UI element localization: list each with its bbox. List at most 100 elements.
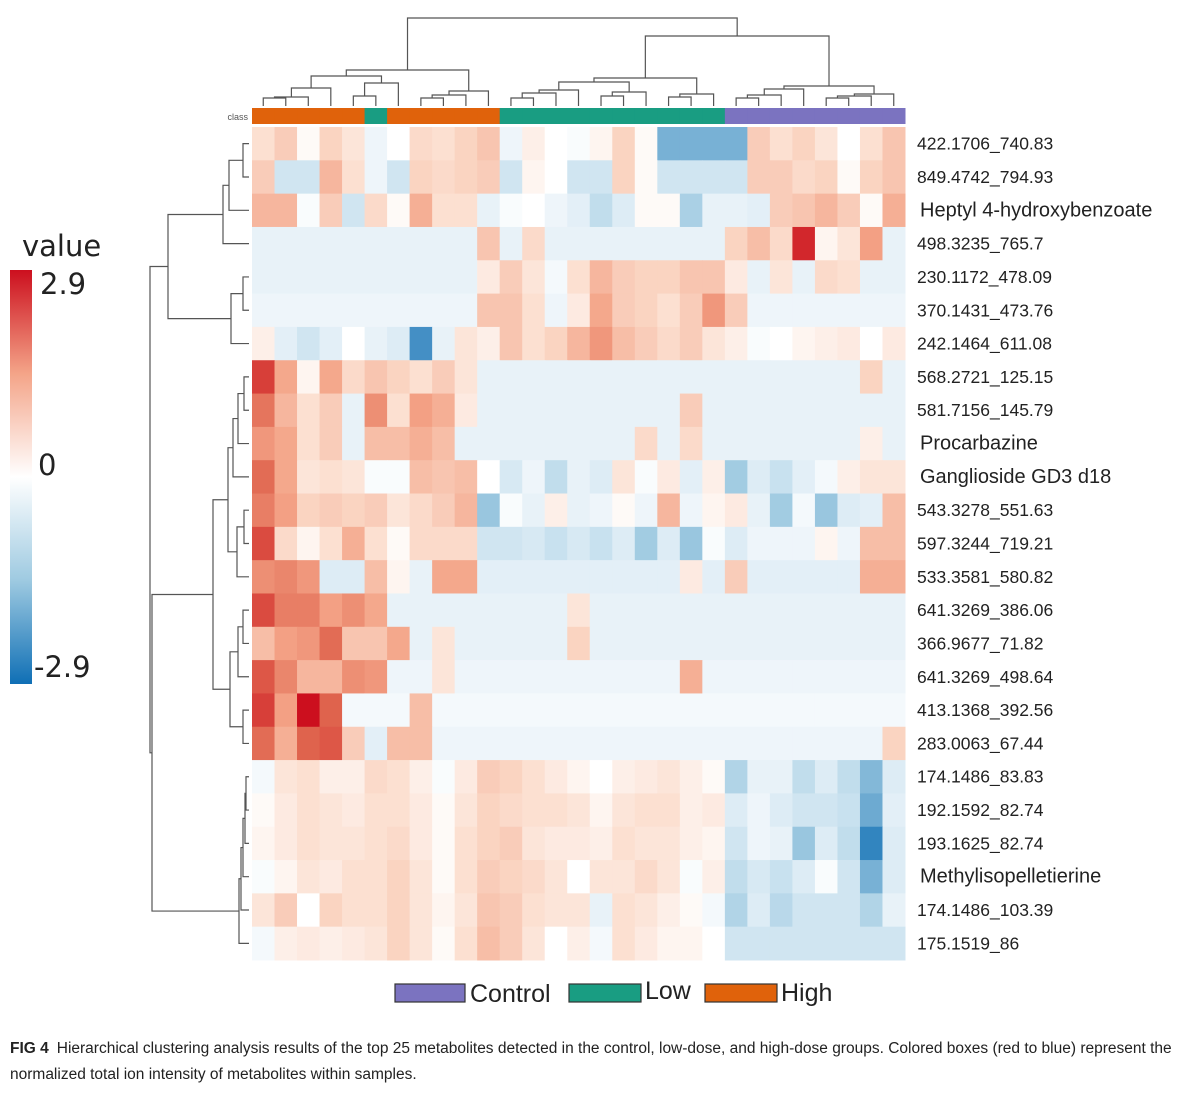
heatmap-cell [702,293,726,328]
heatmap-cell [409,193,433,228]
heatmap-cell [319,860,343,894]
heatmap-cell [252,193,276,228]
heatmap-cell [589,260,613,295]
heatmap-cell [544,793,568,828]
heatmap-cell [567,460,591,495]
column-dendrogram-branch [345,69,470,91]
heatmap-cell [342,926,366,961]
heatmap-cell [702,460,726,495]
heatmap-cell [252,893,276,928]
heatmap-cell [319,560,343,594]
heatmap-cell [387,626,411,661]
heatmap-cell [499,826,523,861]
heatmap-cell [364,393,388,428]
heatmap-cell [882,926,906,961]
row-label: 422.1706_740.83 [917,134,1053,155]
heatmap-cell [544,693,568,728]
heatmap-cell [814,360,838,395]
heatmap-cell [342,326,366,361]
heatmap-cell [814,193,838,228]
heatmap-cell [567,493,591,528]
heatmap-cell [319,926,343,961]
heatmap-cell [567,293,591,328]
heatmap-cell [409,626,433,661]
heatmap-cell [477,626,501,661]
heatmap-cell [252,926,276,961]
heatmap-cell [769,127,793,161]
heatmap-cell [679,593,703,628]
heatmap-cell [679,360,703,395]
heatmap-cell [432,260,456,295]
heatmap-cell [792,493,816,528]
heatmap-cell [432,860,456,894]
heatmap-cell [769,626,793,661]
heatmap-cell [319,460,343,495]
heatmap-cell [589,493,613,528]
heatmap-cell [454,626,478,661]
colorbar-title: value [22,229,101,263]
heatmap-cell [499,726,523,761]
heatmap-cell [477,826,501,861]
heatmap-cell [567,860,591,894]
colorbar-max-label: 2.9 [40,267,86,301]
heatmap-cell [702,193,726,228]
heatmap-cell [364,226,388,261]
row-label: 192.1592_82.74 [917,800,1044,821]
heatmap-cell [612,926,636,961]
heatmap-cell [814,293,838,328]
heatmap-cell [319,660,343,694]
heatmap-cell [252,360,276,395]
heatmap-cell [544,893,568,928]
class-bar-cell [859,108,883,124]
heatmap-cell [409,160,433,195]
column-dendrogram-branch [836,95,872,106]
heatmap-cell [634,793,658,828]
heatmap-cell [567,393,591,428]
heatmap-cell [477,660,501,694]
heatmap-cell [679,293,703,328]
heatmap-cell [274,260,298,295]
heatmap-cell [297,426,321,461]
heatmap-cell [814,160,838,195]
heatmap-cell [387,160,411,195]
heatmap-cell [589,926,613,961]
colorbar-gradient [10,270,32,684]
legend-high-label: High [781,979,832,1007]
class-bar-cell [319,108,343,124]
heatmap-cell [859,826,883,861]
heatmap-cell [567,360,591,395]
heatmap-cell [387,560,411,594]
heatmap-cell [679,926,703,961]
heatmap-cell [837,226,861,261]
heatmap-cell [364,793,388,828]
heatmap-cell [567,560,591,594]
heatmap-cell [679,826,703,861]
heatmap-cell [657,360,681,395]
heatmap-cell [274,293,298,328]
heatmap-cell [567,626,591,661]
heatmap-cell [702,660,726,694]
heatmap-cell [792,726,816,761]
heatmap-cell [342,193,366,228]
heatmap-cell [409,293,433,328]
heatmap-cell [724,560,748,594]
heatmap-cell [702,593,726,628]
heatmap-cell [679,526,703,561]
heatmap-cell [814,326,838,361]
heatmap-cell [544,260,568,295]
heatmap-cell [522,826,546,861]
heatmap-cell [769,526,793,561]
row-label: 849.4742_794.93 [917,167,1053,188]
heatmap-cell [477,293,501,328]
heatmap-cell [387,893,411,928]
heatmap-cell [792,526,816,561]
row-dendrogram-branch [240,846,249,911]
heatmap-cell [702,926,726,961]
heatmap-cell [859,293,883,328]
heatmap-cell [522,160,546,195]
heatmap-cell [364,293,388,328]
heatmap-cell [769,926,793,961]
heatmap-cell [499,293,523,328]
heatmap-cell [792,860,816,894]
heatmap-cell [882,893,906,928]
